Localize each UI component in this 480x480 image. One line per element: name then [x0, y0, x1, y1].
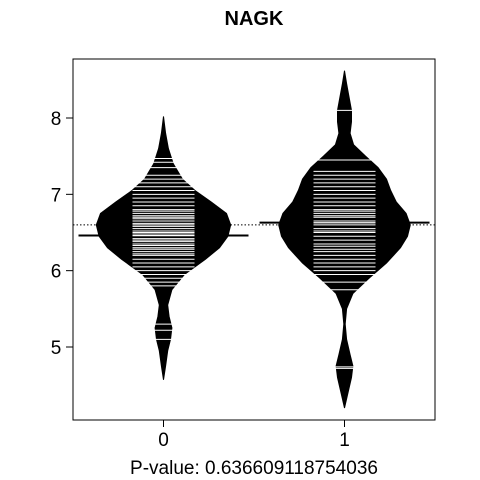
chart-title: NAGK [225, 8, 284, 30]
y-tick-label: 8 [51, 109, 62, 130]
y-axis: 5 6 7 8 [51, 109, 73, 359]
x-tick-label: 1 [339, 430, 350, 451]
bean-group [259, 70, 430, 409]
x-axis-label: P-value: 0.636609118754036 [130, 458, 378, 479]
plot-frame [72, 58, 436, 421]
plot-area [73, 70, 435, 409]
bean-density [278, 70, 411, 409]
bean-group [78, 116, 249, 380]
y-tick-label: 7 [51, 185, 62, 206]
y-tick-label: 5 [51, 338, 62, 359]
y-tick-label: 6 [51, 262, 62, 283]
x-tick-label: 0 [158, 430, 169, 451]
